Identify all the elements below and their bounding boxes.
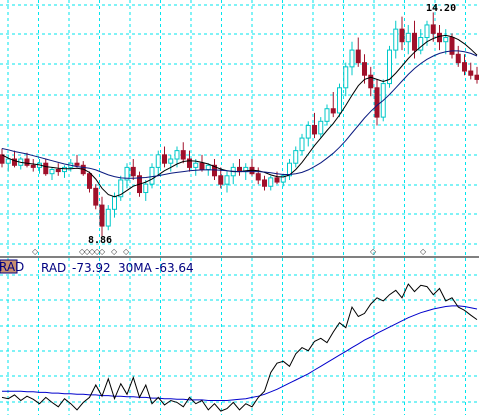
candle-body [405, 32, 411, 43]
diamond-marker: ◇ [99, 247, 106, 256]
candle-body [418, 37, 424, 51]
candle-body [112, 196, 117, 210]
candle-body [12, 158, 17, 166]
rad-ma-line [2, 305, 478, 401]
candle-body [124, 166, 130, 181]
candle-body [162, 154, 167, 164]
candle-body [143, 183, 149, 194]
candle-body [412, 32, 417, 51]
candle-body [149, 166, 155, 185]
legend-rad-value: -73.92 [72, 261, 111, 275]
diamond-marker: ◇ [79, 247, 86, 256]
candle-body [168, 158, 174, 164]
candle-body [462, 62, 467, 72]
candle-body [49, 168, 55, 175]
candle-body [105, 208, 111, 227]
candle-body [155, 154, 161, 168]
candle-body [449, 37, 455, 55]
candle-body [387, 49, 392, 85]
rad-line [1, 283, 478, 412]
candle-body [24, 158, 30, 166]
candle-body [355, 49, 361, 64]
candle-body [287, 162, 292, 177]
candle-body [455, 53, 461, 64]
candle-body [368, 74, 374, 89]
candle-body [362, 62, 367, 76]
low-price-label: 8.86 [88, 235, 112, 246]
candle-body [93, 187, 99, 206]
candle-body [337, 87, 342, 114]
candle-body [280, 175, 286, 183]
candle-body [193, 162, 199, 168]
candle-body [349, 49, 355, 68]
candle-body [87, 173, 92, 189]
candle-body [262, 179, 267, 187]
candle-body [62, 166, 67, 173]
candle-body [443, 37, 449, 43]
candle-body [399, 28, 405, 43]
candle-body [218, 175, 224, 185]
candle-body [305, 125, 311, 139]
candle-body [74, 162, 80, 166]
candle-body [43, 162, 49, 175]
diamond-marker: ◇ [123, 247, 130, 256]
candle-body [255, 173, 261, 181]
legend-rad-name: RAD [41, 261, 66, 275]
diamond-marker: ◇ [84, 247, 91, 256]
candle-body [430, 24, 436, 34]
price-panel [0, 12, 479, 237]
candle-body [30, 164, 36, 168]
indicator-panel [1, 283, 478, 412]
candle-body [374, 87, 380, 118]
candle-body [293, 150, 299, 164]
candle-body [199, 162, 205, 170]
diamond-marker: ◇ [94, 247, 101, 256]
candle-body [393, 28, 399, 51]
candle-body [299, 137, 305, 152]
candle-body [5, 158, 11, 164]
candle-body [468, 70, 474, 76]
high-price-label: 14.20 [426, 3, 456, 14]
candle-body [55, 168, 61, 173]
ma-slow-line [1, 50, 478, 179]
candle-body [118, 179, 124, 198]
candle-body [274, 177, 280, 183]
candle-body [268, 177, 274, 187]
candle-body [324, 108, 330, 122]
candle-body [174, 150, 180, 160]
diamond-marker: ◇ [420, 247, 427, 256]
candle-body [224, 175, 230, 185]
candle-body [180, 150, 186, 160]
candle-body [330, 108, 336, 114]
candle-body [343, 66, 349, 89]
candle-body [312, 125, 317, 135]
candle-body [318, 120, 324, 135]
candle-body [437, 32, 442, 43]
diamond-marker: ◇ [370, 247, 377, 256]
signal-markers: ◇ ◇ ◇ ◇ ◇ ◇ ◇ ◇ ◇ ◇ [32, 247, 427, 256]
candle-body [187, 158, 192, 168]
candle-body [474, 74, 479, 80]
candle-body [424, 24, 430, 39]
candle-body [212, 164, 217, 177]
indicator-tag: RAD [0, 260, 24, 274]
candle-body [130, 166, 136, 177]
candle-body [99, 204, 105, 227]
indicator-tag-box [0, 259, 18, 274]
legend-ma-name: 30MA [118, 261, 153, 275]
diamond-marker: ◇ [32, 247, 39, 256]
candle-body [205, 164, 211, 170]
legend-ma-value: -63.64 [155, 261, 194, 275]
diamond-marker: ◇ [89, 247, 96, 256]
diamond-marker: ◇ [111, 247, 118, 256]
